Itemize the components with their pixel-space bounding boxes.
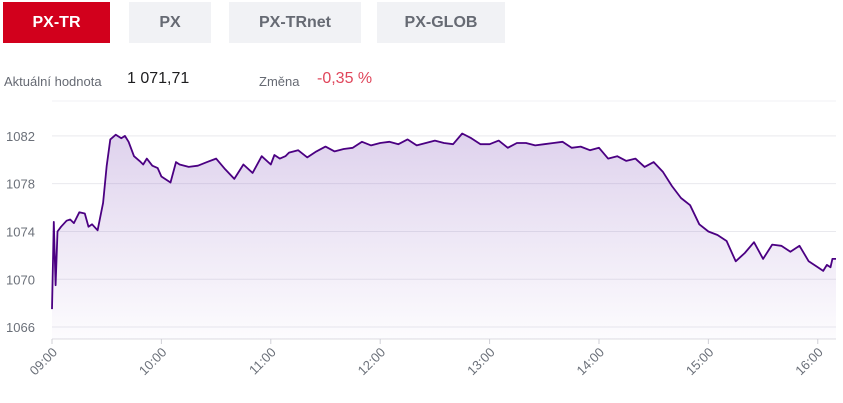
index-chart: 1066 1070 1074 1078 1082 09:00 10:00 11:00 12:0… [6,100,836,378]
x-tick-label: 10:00 [136,345,170,379]
tab-px[interactable]: PX [129,2,211,43]
series-line [51,132,836,310]
series-area [52,133,836,339]
x-tick-label: 15:00 [683,345,717,379]
y-tick-label: 1070 [6,272,35,287]
x-axis-ticks: 09:00 10:00 11:00 12:00 13:00 14:00 15:00 16:00 [27,339,826,378]
tab-px-trnet[interactable]: PX-TRnet [229,2,361,43]
x-tick-label: 11:00 [246,345,279,378]
tab-px-glob[interactable]: PX-GLOB [377,2,505,43]
current-value-label: Aktuální hodnota [4,74,102,89]
x-tick-label: 13:00 [464,345,498,379]
x-tick-label: 09:00 [27,345,61,379]
y-tick-label: 1082 [6,129,35,144]
y-tick-label: 1074 [6,224,35,239]
x-tick-label: 12:00 [355,345,389,379]
change-label: Změna [259,74,300,89]
x-tick-label: 16:00 [792,345,826,379]
x-tick-label: 14:00 [573,345,607,379]
y-tick-label: 1066 [6,320,35,335]
change-value: -0,35 % [317,70,373,87]
y-axis-ticks: 1066 1070 1074 1078 1082 [6,129,35,335]
y-tick-label: 1078 [6,177,35,192]
current-value: 1 071,71 [127,70,190,87]
tab-px-tr[interactable]: PX-TR [3,2,110,43]
